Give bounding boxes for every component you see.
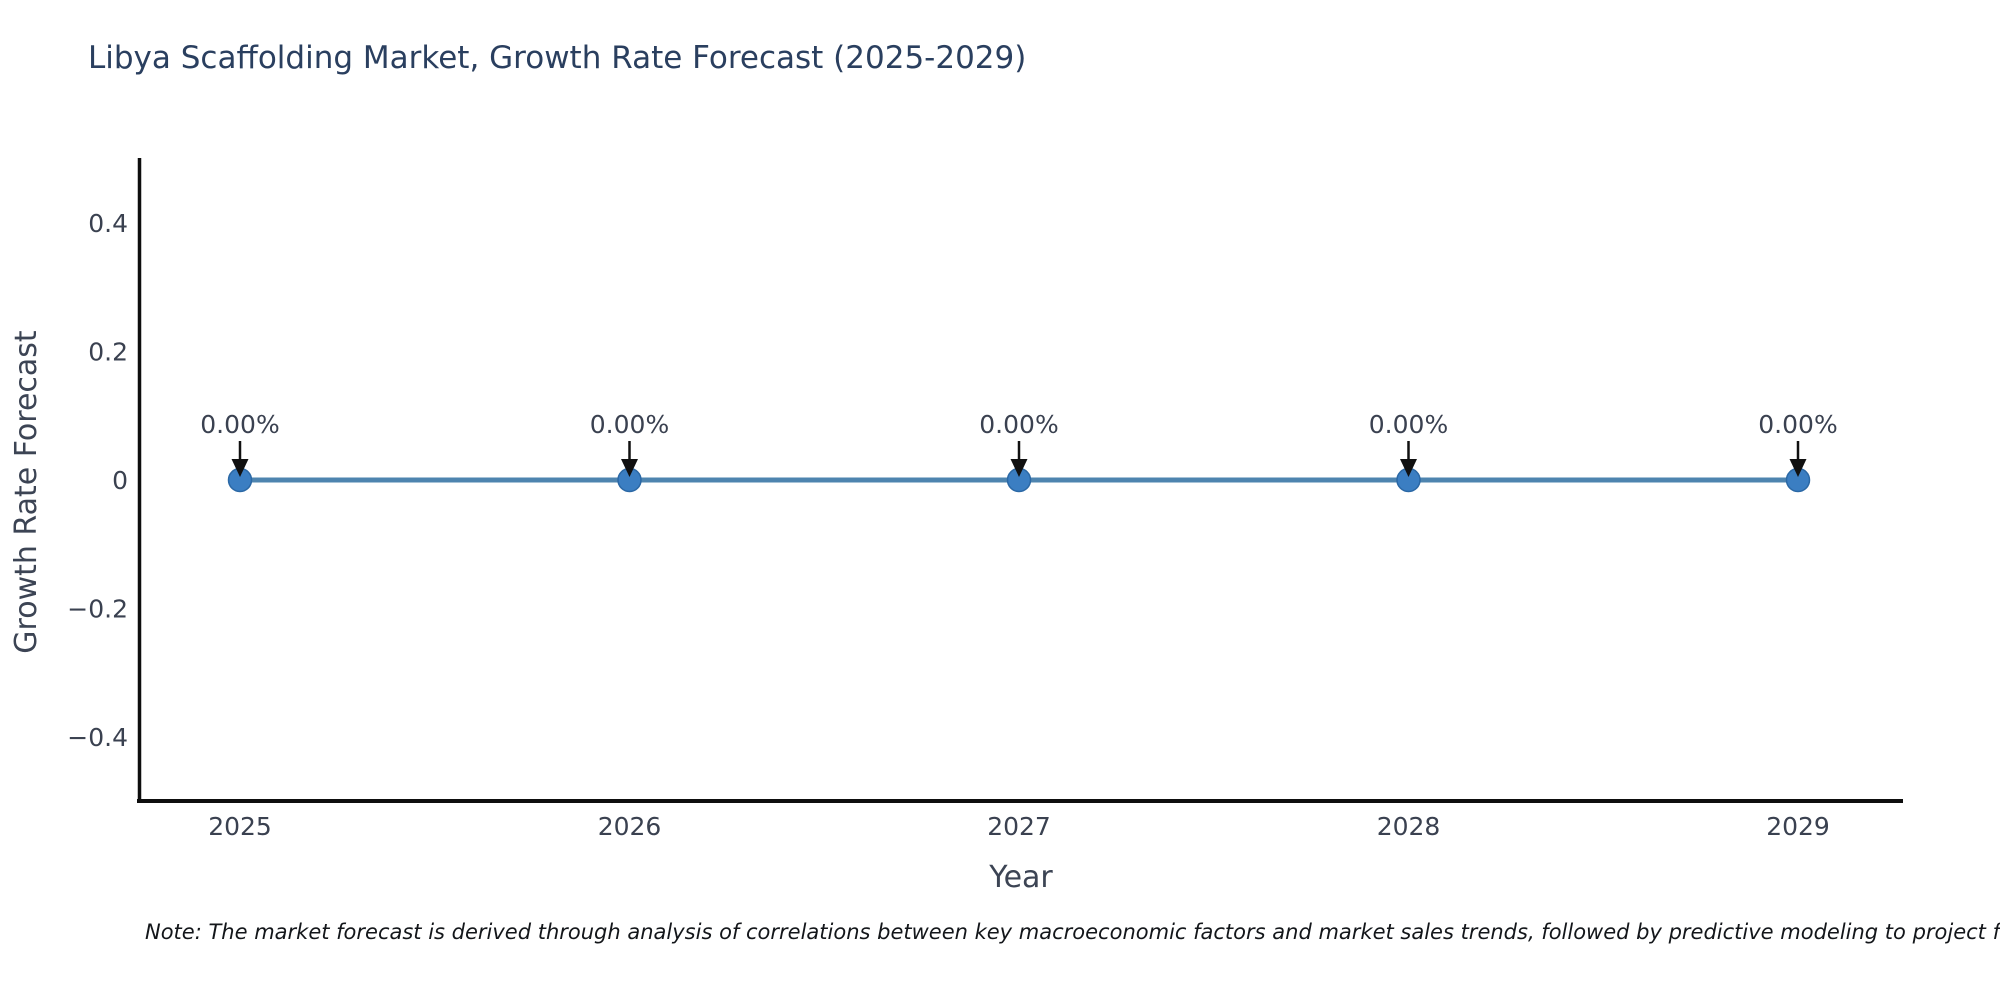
point-value-label: 0.00% [200, 410, 279, 439]
y-axis-title: Growth Rate Forecast [9, 330, 44, 654]
x-tick-label: 2028 [1377, 812, 1441, 841]
point-annotations: 0.00% 0.00% 0.00% 0.00% 0.00% [200, 410, 1838, 477]
x-tick-label: 2029 [1766, 812, 1830, 841]
x-tick-label: 2027 [987, 812, 1051, 841]
y-tick-label: −0.4 [67, 723, 128, 752]
annotation-arrow-head [1010, 459, 1028, 477]
x-tick-label: 2026 [598, 812, 662, 841]
annotation-arrow-head [1789, 459, 1807, 477]
annotation-arrow-head [231, 459, 249, 477]
point-value-label: 0.00% [590, 410, 669, 439]
chart-title: Libya Scaffolding Market, Growth Rate Fo… [88, 40, 1027, 76]
y-tick-label: 0.4 [88, 209, 128, 238]
forecast-point-markers [227, 467, 1811, 493]
x-tick-label: 2025 [208, 812, 272, 841]
footnote: Note: The market forecast is derived thr… [145, 920, 2000, 944]
point-value-label: 0.00% [979, 410, 1058, 439]
y-tick-label: 0.2 [88, 338, 128, 367]
y-tick-label: 0 [112, 466, 128, 495]
point-value-label: 0.00% [1369, 410, 1448, 439]
x-axis-title: Year [988, 860, 1053, 895]
annotation-arrow-head [621, 459, 638, 477]
point-value-label: 0.00% [1758, 410, 1837, 439]
annotation-arrow-head [1400, 459, 1417, 477]
x-axis-tick-labels: 2025 2026 2027 2028 2029 [208, 812, 1830, 841]
y-axis-tick-labels: 0.4 0.2 0 −0.2 −0.4 [67, 209, 128, 752]
y-tick-label: −0.2 [67, 595, 128, 624]
